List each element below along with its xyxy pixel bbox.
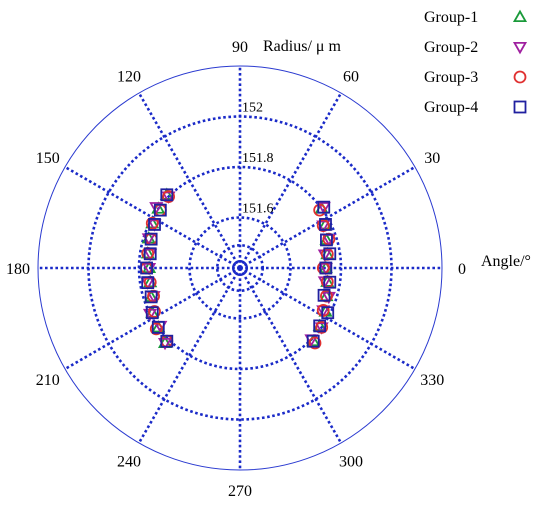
radial-tick-labels: 151.6 151.8 152 <box>242 101 274 217</box>
data-points <box>140 187 337 351</box>
data-point <box>162 190 175 203</box>
data-point <box>144 290 158 304</box>
legend-item: Group-3 <box>424 69 527 86</box>
data-point <box>148 218 161 231</box>
data-point <box>148 305 161 318</box>
legend-marker <box>513 70 527 84</box>
data-point <box>141 276 155 290</box>
series-group-2 <box>140 191 336 351</box>
legend-marker <box>513 100 527 114</box>
legend-label: Group-3 <box>424 69 478 86</box>
data-point <box>321 306 335 320</box>
radial-tick-label: 151.8 <box>242 151 274 166</box>
angular-axis-title: Angle/° <box>481 253 531 270</box>
angle-tick-label: 150 <box>36 150 60 167</box>
radial-axis-title: Radius/ μ m <box>263 38 341 55</box>
data-point <box>151 320 165 334</box>
data-point <box>144 232 158 246</box>
grid-spoke <box>137 92 242 269</box>
data-point <box>316 202 331 215</box>
center-ring <box>232 260 248 276</box>
data-point <box>323 275 337 289</box>
series-group-4 <box>140 188 337 348</box>
data-point <box>160 188 174 202</box>
data-point <box>145 306 159 320</box>
data-point <box>319 261 333 275</box>
data-point <box>316 304 330 317</box>
angle-tick-label: 240 <box>117 453 141 470</box>
angle-tick-label: 330 <box>420 372 444 389</box>
grid-ring <box>188 216 292 320</box>
angle-tick-label: 90 <box>232 39 248 56</box>
data-point <box>308 336 322 350</box>
data-point <box>317 288 331 302</box>
angle-tick-label: 0 <box>458 261 466 278</box>
angle-tick-label: 300 <box>339 453 363 470</box>
angle-tick-labels: 0 30 60 90 120 150 180 210 240 270 300 330 <box>6 39 466 500</box>
grid-spoke <box>137 267 242 444</box>
data-point <box>316 305 331 318</box>
data-point <box>315 320 329 334</box>
outer-ring <box>37 65 443 471</box>
angle-tick-label: 120 <box>117 69 141 86</box>
data-point <box>306 334 320 348</box>
legend-marker <box>512 41 528 55</box>
legend-item: Group-2 <box>424 39 528 56</box>
radial-tick-label: 152 <box>242 101 263 116</box>
center-dot <box>237 265 243 271</box>
legend-label: Group-4 <box>424 99 478 116</box>
angle-tick-label: 180 <box>6 261 30 278</box>
data-point <box>145 216 159 230</box>
data-point <box>161 191 176 204</box>
data-point <box>319 218 332 231</box>
radial-tick-label: 151.6 <box>242 202 274 217</box>
legend: Group-1 Group-2 Group-3 Group-4 <box>424 9 528 116</box>
legend-item: Group-4 <box>424 99 527 116</box>
grid-spoke <box>238 92 343 269</box>
angle-tick-label: 210 <box>36 372 60 389</box>
data-point <box>317 200 331 214</box>
angle-tick-label: 30 <box>424 150 440 167</box>
grid-spoke <box>238 267 343 444</box>
data-point <box>143 247 157 261</box>
legend-item: Group-1 <box>424 9 528 26</box>
angle-tick-label: 60 <box>343 69 359 86</box>
data-point <box>313 319 327 333</box>
legend-marker <box>512 9 528 23</box>
grid-spoke <box>239 165 416 270</box>
legend-label: Group-2 <box>424 39 478 56</box>
angle-tick-label: 270 <box>228 483 252 500</box>
data-point <box>140 261 153 275</box>
data-point <box>153 203 167 217</box>
data-point <box>320 233 333 247</box>
polar-grid <box>37 65 443 471</box>
data-point <box>316 219 330 232</box>
data-point <box>149 202 164 215</box>
data-point <box>323 247 337 261</box>
data-point <box>313 203 327 217</box>
legend-label: Group-1 <box>424 9 478 26</box>
data-point <box>160 334 174 348</box>
data-point <box>149 322 163 336</box>
